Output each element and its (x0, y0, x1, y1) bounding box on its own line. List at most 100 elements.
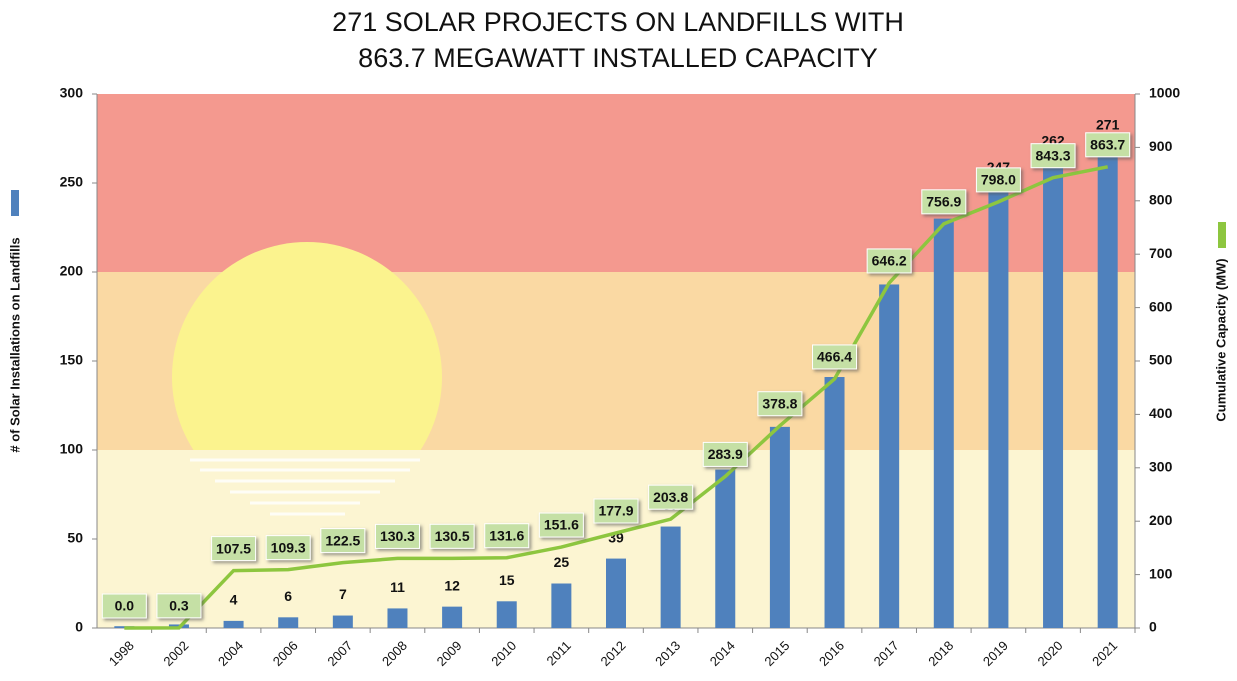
line-label: 378.8 (757, 391, 803, 417)
line-label: 177.9 (593, 498, 639, 524)
x-tick-label: 2018 (925, 638, 956, 669)
x-tick-label: 2017 (871, 638, 902, 669)
x-tick-label: 2011 (544, 638, 574, 668)
bar (442, 606, 463, 628)
line-label: 109.3 (265, 535, 311, 561)
label-box (921, 189, 967, 215)
bar-label: 25 (554, 554, 570, 570)
bar (715, 469, 736, 628)
bar (1043, 161, 1064, 628)
label-box (593, 498, 639, 524)
label-box (648, 484, 694, 510)
label-box (757, 391, 803, 417)
line (124, 165, 1109, 630)
y-tick-label: 50 (67, 530, 83, 546)
y2-tick-label: 800 (1149, 192, 1173, 208)
x-tick-label: 2015 (761, 638, 792, 669)
label-box (538, 512, 584, 538)
line-value-label: 107.5 (216, 540, 251, 556)
line-value-label: 0.3 (169, 598, 189, 614)
y2-tick-label: 0 (1149, 619, 1157, 635)
line-value-label: 109.3 (271, 539, 306, 555)
line-value-label: 177.9 (598, 503, 633, 519)
label-box (429, 523, 475, 549)
line-label: 798.0 (975, 167, 1021, 193)
bar (988, 188, 1009, 628)
y2-tick-label: 500 (1149, 352, 1173, 368)
y2-tick-label: 100 (1149, 565, 1173, 581)
bar (769, 426, 790, 628)
label-box (975, 167, 1021, 193)
label-box (702, 441, 748, 467)
bar-label: 6 (284, 588, 292, 604)
line-label: 122.5 (320, 528, 366, 554)
line-label: 863.7 (1085, 132, 1131, 158)
line-value-label: 466.4 (817, 349, 852, 365)
bar-label: 11 (390, 579, 405, 595)
line-label: 151.6 (538, 512, 584, 538)
line-value-label: 130.5 (435, 528, 470, 544)
line-value-label: 798.0 (981, 172, 1016, 188)
line-label: 107.5 (211, 536, 257, 562)
x-tick-label: 2007 (324, 638, 355, 669)
label-box (320, 528, 366, 554)
bar (660, 526, 681, 628)
line-value-label: 122.5 (325, 532, 360, 548)
line-value-label: 283.9 (708, 446, 743, 462)
y2-tick-label: 1000 (1149, 85, 1180, 101)
line-value-label: 151.6 (544, 517, 579, 533)
y-tick-label: 250 (60, 174, 84, 190)
label-box (211, 536, 257, 562)
bar (496, 601, 517, 628)
bar-label: 15 (499, 572, 515, 588)
bar (332, 615, 353, 628)
bar (933, 218, 954, 628)
y-tick-label: 300 (60, 85, 84, 101)
y2-tick-label: 300 (1149, 459, 1173, 475)
line-label: 646.2 (866, 248, 912, 274)
label-box (156, 593, 202, 619)
bar (1097, 145, 1118, 628)
line-label: 283.9 (702, 441, 748, 467)
x-tick-label: 2008 (379, 638, 410, 669)
line-label: 130.3 (374, 523, 420, 549)
y-tick-label: 100 (60, 441, 84, 457)
y-tick-label: 200 (60, 263, 84, 279)
line-label: 130.5 (429, 523, 475, 549)
bar-label: 271 (1096, 116, 1120, 132)
y-tick-label: 150 (60, 352, 84, 368)
label-box (374, 523, 420, 549)
label-box (1030, 143, 1076, 169)
bar (551, 583, 572, 628)
y2-tick-label: 700 (1149, 245, 1173, 261)
line-value-label: 131.6 (489, 527, 524, 543)
bar (606, 558, 626, 628)
background (97, 94, 1135, 628)
x-tick-label: 1998 (106, 638, 137, 669)
bar-label: 7 (339, 586, 347, 602)
bar (387, 608, 408, 628)
x-tick-label: 2004 (215, 638, 246, 669)
line-value-label: 863.7 (1090, 136, 1125, 152)
legend-swatch (1218, 222, 1226, 248)
bar-label: 12 (444, 577, 460, 593)
y2-tick-label: 600 (1149, 298, 1173, 314)
y2-tick-label: 200 (1149, 512, 1173, 528)
x-tick-label: 2012 (597, 638, 628, 669)
bar (824, 377, 845, 628)
x-tick-label: 2019 (980, 638, 1011, 669)
x-tick-label: 2009 (434, 638, 465, 669)
line-value-label: 0.0 (115, 598, 135, 614)
x-tick-label: 2006 (270, 638, 301, 669)
x-tick-label: 2002 (160, 638, 191, 669)
x-tick-label: 2014 (707, 638, 738, 669)
x-tick-label: 2013 (652, 638, 683, 669)
x-tick-label: 2021 (1089, 638, 1120, 669)
line-label: 756.9 (921, 189, 967, 215)
label-box (1085, 132, 1131, 158)
legend-label: Cumulative Capacity (MW) (1213, 258, 1228, 421)
line-label: 203.8 (648, 484, 694, 510)
x-tick-label: 2020 (1035, 638, 1066, 669)
bar (223, 620, 244, 628)
